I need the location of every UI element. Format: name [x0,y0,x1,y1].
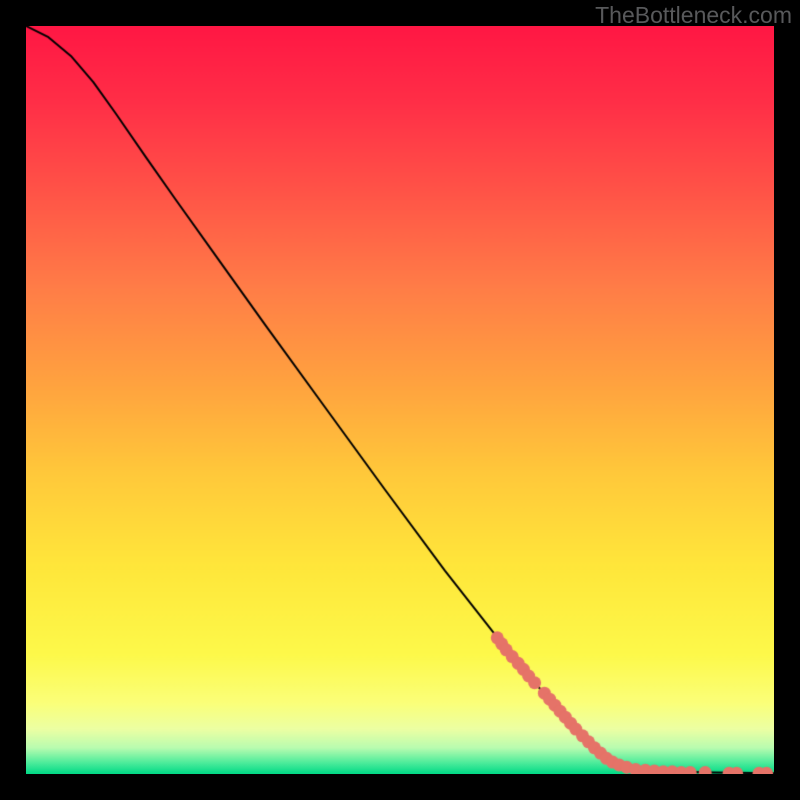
marker-layer [26,26,774,774]
plot-area [26,26,774,774]
attribution-text: TheBottleneck.com [595,2,792,29]
